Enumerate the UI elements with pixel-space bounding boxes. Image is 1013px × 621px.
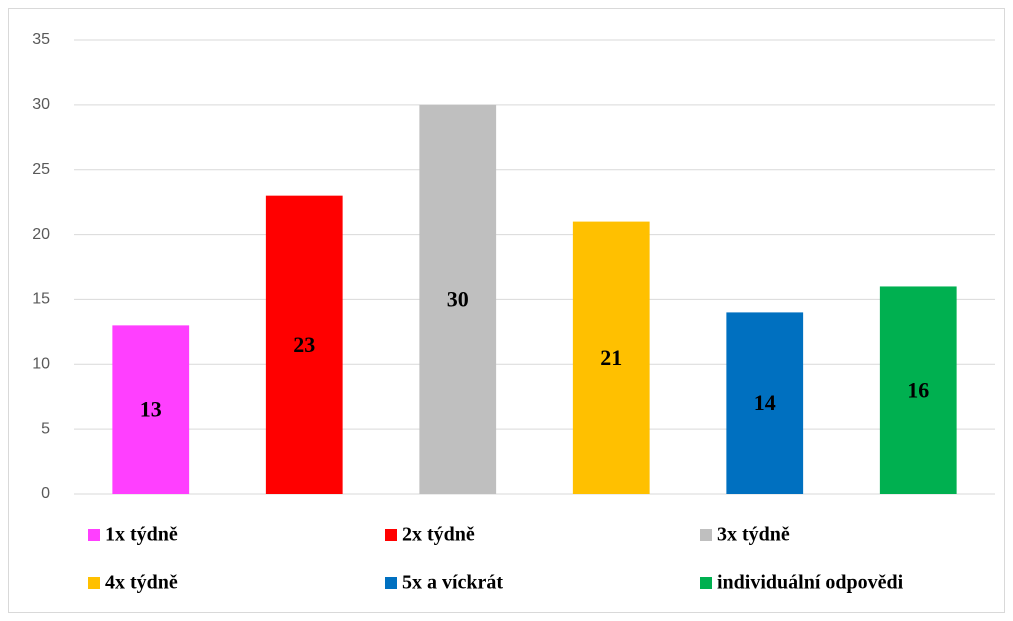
bar	[265, 195, 343, 494]
bar	[726, 312, 804, 494]
legend-swatch	[700, 529, 712, 541]
legend-swatch	[88, 529, 100, 541]
y-tick-label: 20	[32, 226, 50, 243]
y-tick-label: 10	[32, 356, 50, 373]
bar	[572, 221, 650, 494]
bar	[879, 286, 957, 494]
legend-label: individuální odpovědi	[717, 572, 904, 594]
legend-swatch	[385, 577, 397, 589]
y-tick-label: 35	[32, 31, 50, 48]
data-label: 16	[907, 377, 929, 402]
y-tick-label: 25	[32, 161, 50, 178]
y-tick-label: 15	[32, 291, 50, 308]
legend-label: 1x týdně	[105, 524, 178, 546]
legend-label: 2x týdně	[402, 524, 475, 546]
data-label: 14	[754, 390, 776, 415]
legend-label: 3x týdně	[717, 524, 790, 546]
bar	[112, 325, 190, 494]
legend-label: 4x týdně	[105, 572, 178, 594]
data-label: 30	[447, 286, 469, 311]
y-tick-label: 30	[32, 96, 50, 113]
bar	[419, 104, 497, 494]
chart-frame	[8, 8, 1005, 613]
y-tick-label: 5	[41, 420, 50, 437]
legend-swatch	[88, 577, 100, 589]
data-label: 21	[600, 345, 622, 370]
data-label: 23	[293, 332, 315, 357]
y-tick-label: 0	[41, 485, 50, 502]
legend-label: 5x a víckrát	[402, 572, 503, 594]
legend-swatch	[385, 529, 397, 541]
data-label: 13	[140, 397, 162, 422]
legend-swatch	[700, 577, 712, 589]
